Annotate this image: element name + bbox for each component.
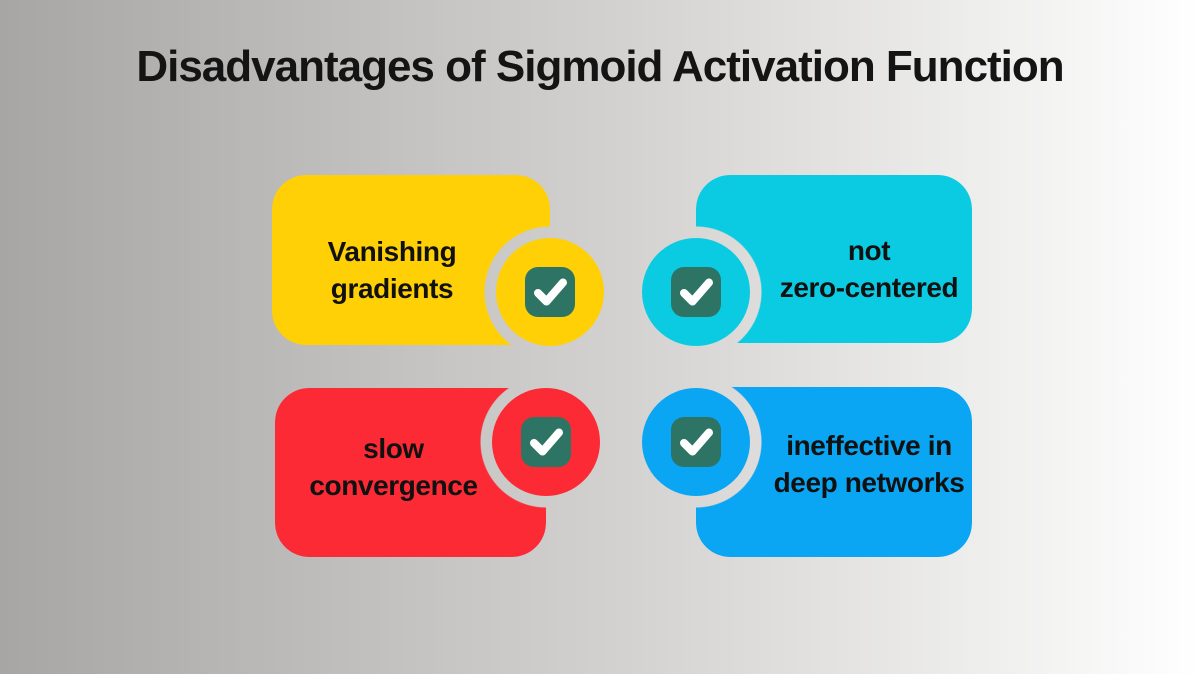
check-badge-ineffective-deep-networks bbox=[642, 388, 750, 496]
checkmark-icon bbox=[671, 267, 721, 317]
page-title: Disadvantages of Sigmoid Activation Func… bbox=[136, 42, 1064, 91]
card-line: gradients bbox=[330, 273, 454, 304]
card-line: deep networks bbox=[773, 467, 965, 498]
card-line: Vanishing bbox=[327, 236, 457, 268]
card-line: not bbox=[847, 235, 891, 267]
checkmark-icon bbox=[521, 417, 571, 467]
check-badge-slow-convergence bbox=[492, 388, 600, 496]
card-line: convergence bbox=[309, 469, 478, 501]
checkmark-icon bbox=[671, 417, 721, 467]
check-badge-vanishing-gradients bbox=[496, 238, 604, 346]
card-line: zero-centered bbox=[779, 272, 959, 303]
checkmark-icon bbox=[525, 267, 575, 317]
card-line: ineffective in bbox=[786, 430, 952, 462]
card-line: slow bbox=[363, 432, 424, 464]
check-badge-not-zero-centered bbox=[642, 238, 750, 346]
card-vanishing-gradients: Vanishing gradients bbox=[272, 175, 550, 345]
